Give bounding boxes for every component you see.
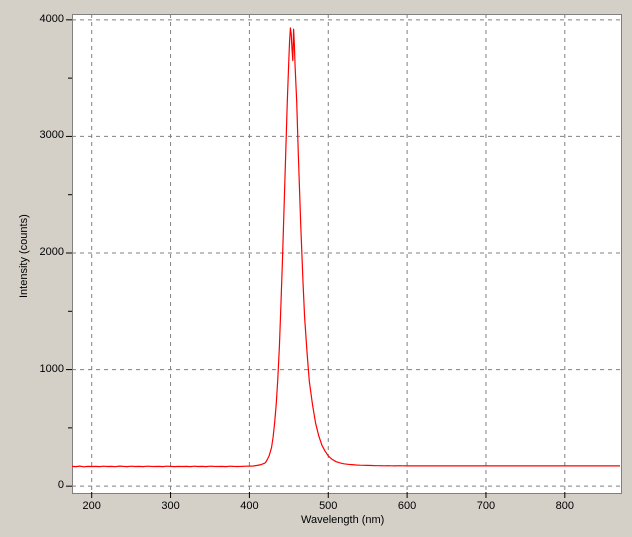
y-tick-label: 4000 (26, 13, 64, 25)
x-tick-label: 400 (229, 500, 269, 512)
y-tick-label: 3000 (26, 129, 64, 141)
x-axis-label: Wavelength (nm) (301, 514, 384, 526)
x-tick-label: 800 (545, 500, 585, 512)
plot-svg (0, 0, 632, 537)
spectrum-chart: Intensity (counts) Wavelength (nm) 20030… (0, 0, 632, 537)
x-tick-label: 200 (72, 500, 112, 512)
y-tick-label: 2000 (26, 246, 64, 258)
y-tick-label: 0 (26, 479, 64, 491)
x-tick-label: 600 (387, 500, 427, 512)
y-tick-label: 1000 (26, 363, 64, 375)
spectrum-line (72, 28, 620, 467)
x-tick-label: 300 (151, 500, 191, 512)
x-tick-label: 700 (466, 500, 506, 512)
x-tick-label: 500 (308, 500, 348, 512)
